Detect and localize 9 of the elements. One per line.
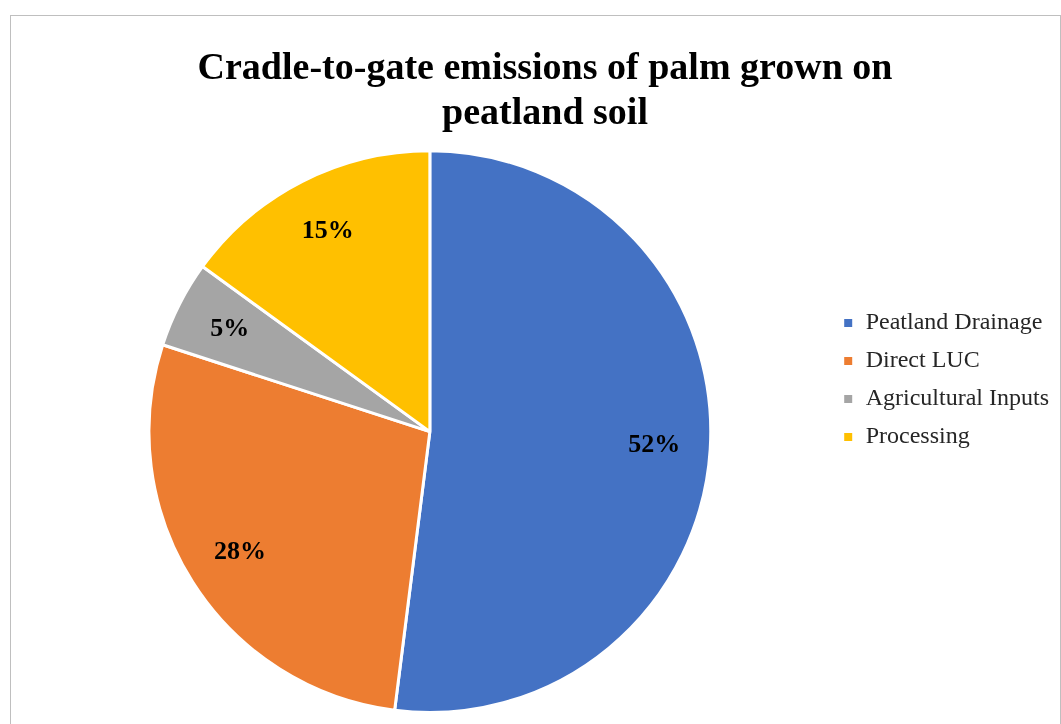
legend-label: Processing [865, 422, 970, 449]
legend-label: Agricultural Inputs [865, 384, 1049, 411]
data-label: 52% [628, 429, 681, 459]
legend-label: Direct LUC [865, 346, 980, 373]
legend-label: Peatland Drainage [865, 308, 1043, 335]
data-label: 15% [301, 215, 354, 245]
data-label: 5% [210, 313, 250, 343]
data-label: 28% [214, 535, 267, 565]
chart-title: Cradle-to-gate emissions of palm grown on peatland soil [197, 44, 893, 133]
